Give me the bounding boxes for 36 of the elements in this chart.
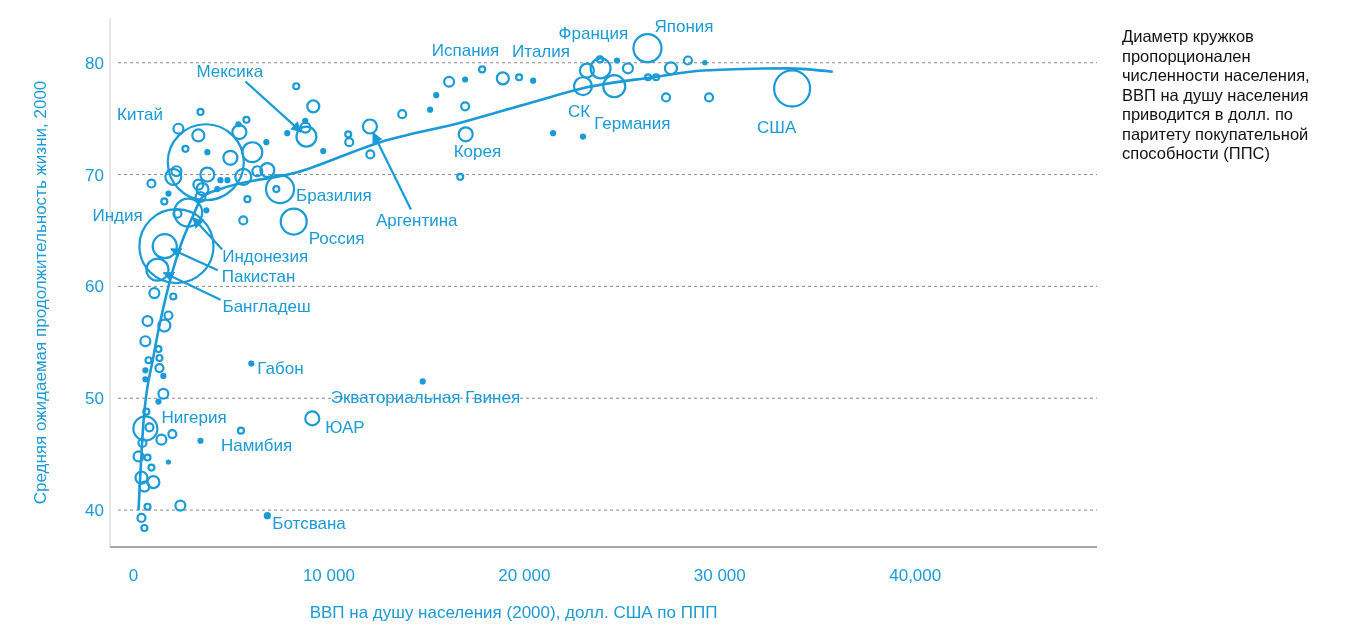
y-tick-label: 50 xyxy=(85,389,104,409)
annotation: СК xyxy=(567,102,591,122)
annotation: Индия xyxy=(92,206,143,226)
annotation: Пакистан xyxy=(221,267,296,287)
annotation: Мексика xyxy=(196,61,264,81)
annotation: Испания xyxy=(431,41,500,61)
annotation: Бангладеш xyxy=(222,296,311,316)
y-tick-label: 40 xyxy=(85,501,104,521)
y-tick-label: 60 xyxy=(85,277,104,297)
annotation: Бразилия xyxy=(296,186,372,206)
annotation: Китай xyxy=(117,105,163,124)
annotation: Германия xyxy=(594,114,671,134)
x-tick-label: 10 000 xyxy=(302,566,355,585)
annotation: Корея xyxy=(453,142,502,162)
annotation: Италия xyxy=(512,42,570,62)
text: Диаметр кружков пропорционален численности населения, ВВП на душу населения приводится в долл. по паритету покупательной способности (ППС) xyxy=(1122,27,1310,162)
y-axis-title: Средняя ожидаемая продолжительность жизни, 2000 xyxy=(31,80,50,505)
annotation: Аргентина xyxy=(375,211,459,231)
annotation: Габон xyxy=(257,358,304,378)
annotation: Россия xyxy=(308,228,365,248)
annotation: Франция xyxy=(558,24,629,44)
annotation: Намибия xyxy=(220,435,293,455)
annotation: ЮАР xyxy=(325,418,365,438)
y-tick-label: 80 xyxy=(85,53,104,73)
annotation: Нигерия xyxy=(161,408,227,428)
y-tick-label: 70 xyxy=(85,165,104,185)
x-tick-label: 30 000 xyxy=(693,566,746,585)
annotation: Индонезия xyxy=(222,246,309,266)
x-tick-label: 40,000 xyxy=(889,566,942,585)
x-tick-label: 0 xyxy=(128,566,139,585)
annotation: Япония xyxy=(654,17,714,37)
annotation: США xyxy=(757,118,797,138)
x-axis-title: ВВП на душу населения (2000), долл. США по ППП xyxy=(309,603,718,622)
annotation: Ботсвана xyxy=(272,513,347,533)
annotation: Экваториальная Гвинея xyxy=(330,388,521,408)
x-tick-label: 20 000 xyxy=(498,566,551,585)
